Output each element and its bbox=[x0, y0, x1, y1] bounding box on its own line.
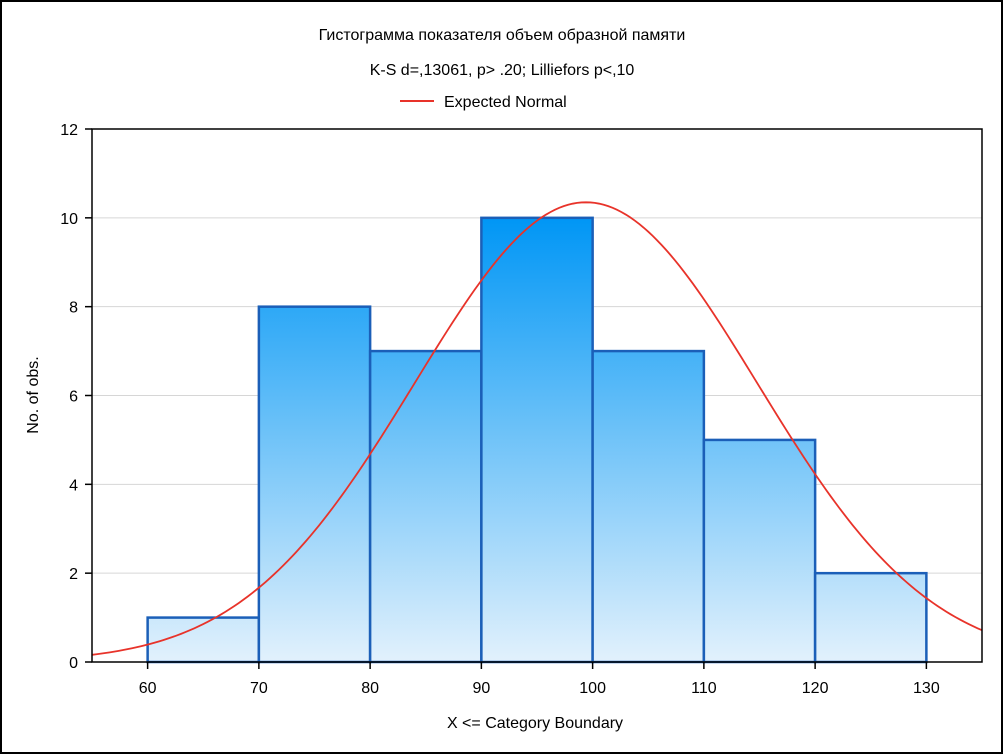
expected-normal-curve bbox=[92, 201, 982, 656]
x-axis-label: X <= Category Boundary bbox=[447, 715, 623, 732]
histogram-bar-110-120 bbox=[702, 438, 817, 664]
y-tick-label-12: 12 bbox=[60, 122, 78, 139]
y-tick-label-2: 2 bbox=[69, 566, 78, 583]
y-axis-ticks: 0 2 4 6 8 10 12 bbox=[60, 122, 92, 672]
y-tick-label-6: 6 bbox=[69, 389, 78, 406]
x-tick-label-80: 80 bbox=[361, 680, 379, 697]
x-tick-label-90: 90 bbox=[472, 680, 490, 697]
y-axis-label: No. of obs. bbox=[25, 356, 42, 433]
normal-curve-layer bbox=[92, 201, 982, 656]
y-tick-label-10: 10 bbox=[60, 211, 78, 228]
y-tick-label-8: 8 bbox=[69, 300, 78, 317]
x-tick-label-100: 100 bbox=[579, 680, 606, 697]
chart-title: Гистограмма показателя объем образной па… bbox=[319, 27, 686, 44]
x-tick-label-70: 70 bbox=[250, 680, 268, 697]
histogram-bar-90-100 bbox=[480, 216, 594, 664]
x-tick-label-110: 110 bbox=[691, 680, 717, 697]
histogram-bar-100-110 bbox=[591, 349, 706, 664]
y-tick-label-0: 0 bbox=[69, 655, 78, 672]
y-tick-label-4: 4 bbox=[69, 477, 78, 494]
histogram-bar-120-130 bbox=[813, 571, 928, 664]
histogram-bar-70-80 bbox=[257, 305, 372, 664]
histogram-bar-80-90 bbox=[368, 349, 483, 664]
x-tick-label-60: 60 bbox=[139, 680, 157, 697]
chart-subtitle: K-S d=,13061, p> .20; Lilliefors p<,10 bbox=[370, 62, 635, 79]
x-axis-ticks: 60 70 80 90 100 110 120 130 bbox=[139, 662, 940, 697]
x-tick-label-130: 130 bbox=[913, 680, 940, 697]
x-tick-label-120: 120 bbox=[802, 680, 829, 697]
histogram-bars bbox=[146, 216, 928, 664]
legend: Expected Normal bbox=[400, 94, 567, 111]
legend-label-expected-normal: Expected Normal bbox=[444, 94, 567, 111]
